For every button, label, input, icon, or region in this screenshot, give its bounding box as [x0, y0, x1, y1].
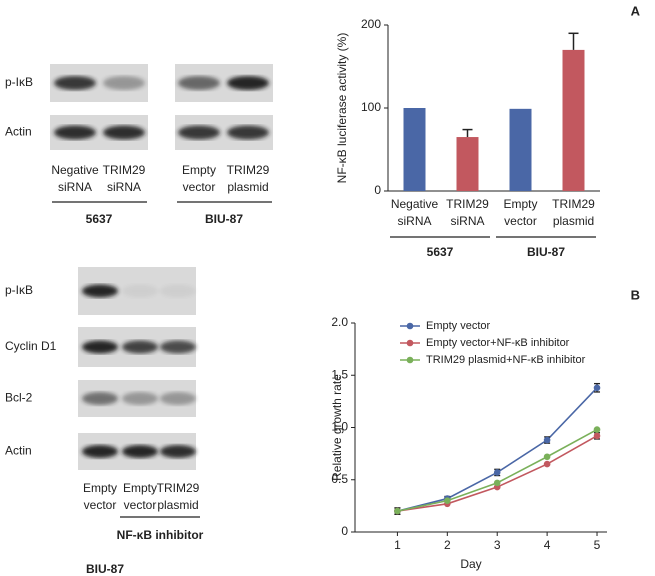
blot-row-label: Actin — [5, 444, 32, 458]
blot-band — [103, 76, 145, 90]
y-tick-label: 200 — [361, 17, 381, 31]
bar — [403, 108, 426, 191]
blot-row-label: p-IκB — [5, 283, 33, 297]
legend-label: Empty vector — [426, 320, 491, 332]
panel-label: B — [631, 287, 640, 302]
blot-band — [54, 125, 96, 140]
blot-row-label: Bcl-2 — [5, 391, 33, 405]
x-tick-label: 4 — [544, 538, 551, 552]
blot-band — [227, 125, 269, 140]
y-tick-label: 2.0 — [331, 315, 348, 329]
series-line — [397, 387, 598, 512]
blot-band — [122, 284, 158, 298]
point — [543, 436, 551, 444]
blot-row-label: Cyclin D1 — [5, 339, 57, 353]
group-label: BIU-87 — [204, 212, 243, 226]
blot-band — [82, 340, 118, 354]
lane-label: Empty vector — [122, 481, 157, 512]
lane-label: TRIM29 siRNA — [102, 163, 146, 194]
y-tick-label: 100 — [361, 100, 381, 114]
bracket-label: NF-κB inhibitor — [116, 528, 204, 542]
legend-marker — [406, 322, 414, 330]
blot-band — [178, 76, 220, 90]
blot-band — [122, 445, 158, 458]
blot-band — [82, 392, 118, 405]
point — [493, 479, 501, 487]
lane-label: TRIM29 plasmid — [226, 163, 270, 194]
x-tick-label: 3 — [494, 538, 501, 552]
lane-label: Empty vector — [181, 163, 216, 194]
lane-label: Empty vector — [82, 481, 117, 512]
cell-label: BIU-87 — [85, 562, 124, 576]
legend-marker — [406, 356, 414, 364]
bar — [562, 49, 585, 192]
legend-label: Empty vector+NF-κB inhibitor — [426, 337, 570, 349]
blot-band — [160, 392, 196, 405]
x-tick-label: 1 — [394, 538, 401, 552]
point — [593, 432, 601, 440]
blot-band — [227, 76, 269, 90]
bar — [509, 108, 532, 191]
x-tick-label: TRIM29 plasmid — [552, 197, 595, 228]
blot-band — [160, 340, 196, 354]
blot-row-label: p-IκB — [5, 75, 33, 89]
point — [394, 507, 401, 515]
blot-band — [178, 125, 220, 140]
point — [444, 497, 451, 504]
point — [593, 384, 601, 392]
y-axis-label: Relative growth rate — [330, 374, 344, 481]
blot-band — [122, 340, 158, 354]
y-tick-label: 0 — [341, 524, 348, 538]
blot-band — [82, 445, 118, 458]
bar — [456, 137, 479, 191]
legend-label: TRIM29 plasmid+NF-κB inhibitor — [426, 354, 586, 366]
panel-label: A — [631, 3, 641, 18]
blot-band — [122, 392, 158, 405]
blot-row-label: Actin — [5, 125, 32, 139]
y-tick-label: 1.5 — [331, 367, 348, 381]
group-label: 5637 — [426, 245, 454, 259]
x-tick-label: Empty vector — [503, 197, 538, 228]
lane-label: TRIM29 plasmid — [156, 481, 200, 512]
x-tick-label: Negative siRNA — [390, 197, 439, 228]
y-axis-label: NF-κB luciferase activity (%) — [335, 33, 349, 184]
group-label: BIU-87 — [526, 245, 565, 259]
point — [543, 453, 551, 461]
x-axis-label: Day — [460, 557, 481, 571]
group-label: 5637 — [85, 212, 113, 226]
x-tick-label: 5 — [594, 538, 601, 552]
legend-marker — [406, 339, 414, 347]
x-tick-label: 2 — [444, 538, 451, 552]
blot-band — [160, 445, 196, 458]
point — [593, 426, 601, 433]
blot-band — [103, 125, 145, 140]
x-tick-label: TRIM29 siRNA — [446, 197, 489, 228]
lane-label: Negative siRNA — [51, 163, 99, 194]
blot-band — [82, 284, 118, 298]
y-tick-label: 0.5 — [331, 472, 348, 486]
point — [493, 469, 501, 476]
y-tick-label: 1.0 — [331, 420, 348, 434]
y-tick-label: 0 — [374, 183, 381, 197]
blot-band — [54, 76, 96, 90]
blot-band — [160, 284, 196, 298]
point — [543, 460, 551, 468]
